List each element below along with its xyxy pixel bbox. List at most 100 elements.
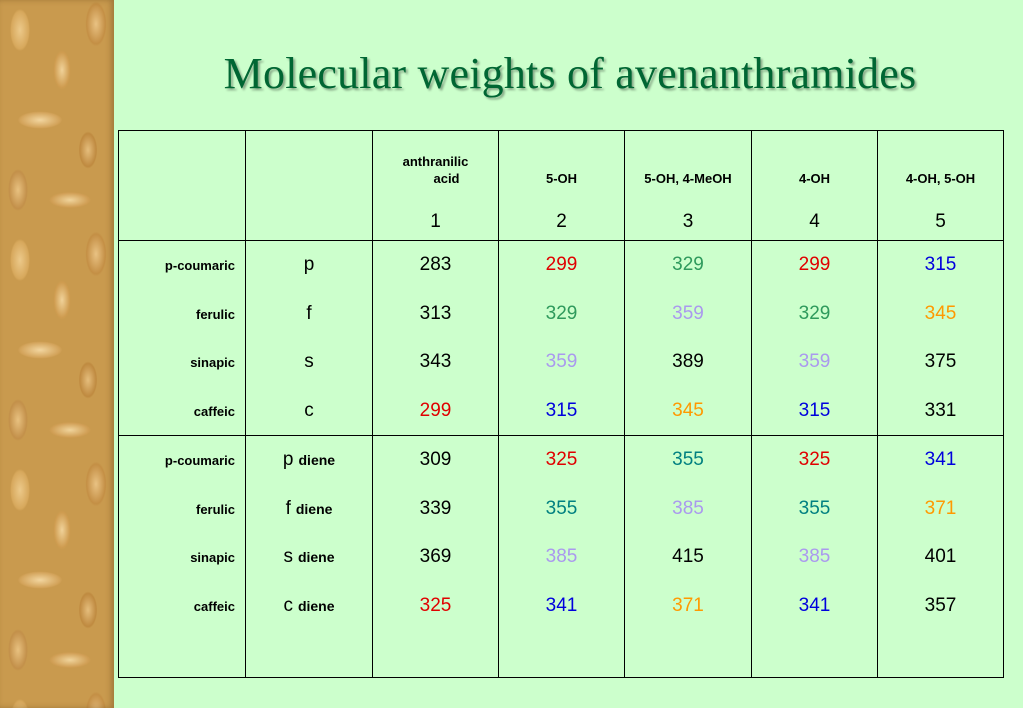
header-cell-2: 5-OH 2	[498, 130, 625, 241]
oat-grain-image	[0, 0, 114, 708]
molecular-weight-value: 345	[672, 399, 704, 421]
header-empty-cell	[118, 130, 246, 241]
molecular-weight-value: 385	[798, 546, 831, 567]
column-name: anthranilic acid	[402, 154, 469, 186]
block1-col-2: 299 329 359 315	[498, 240, 625, 436]
column-name: 5-OH, 4-MeOH	[644, 171, 732, 186]
molecular-weight-value: 359	[545, 351, 578, 372]
column-name: 4-OH, 5-OH	[905, 171, 976, 186]
molecular-weight-table: anthranilic acid 1 5-OH 2 5-OH, 4-MeOH 3 …	[118, 130, 1004, 678]
column-number: 4	[809, 211, 820, 232]
molecular-weight-value: 389	[672, 351, 704, 372]
block2-label-column: p-coumaric ferulic sinapic caffeic	[118, 435, 246, 678]
header-cell-1: anthranilic acid 1	[372, 130, 499, 241]
block1-label-column: p-coumaric ferulic sinapic caffeic	[118, 240, 246, 436]
block2-col-4: 325 355 385 341	[751, 435, 878, 678]
molecular-weight-value: 375	[924, 351, 957, 372]
acid-label: caffeic	[193, 403, 235, 419]
abbreviation-letter: p	[282, 449, 294, 470]
abbreviation-letter: s	[283, 546, 293, 567]
abbreviation-letter: p	[303, 254, 315, 275]
molecular-weight-value: 341	[545, 594, 578, 616]
acid-label: p-coumaric	[164, 258, 235, 273]
column-number: 1	[430, 211, 441, 232]
molecular-weight-value: 359	[672, 302, 704, 324]
block2-col-5: 341 371 401 357	[877, 435, 1004, 678]
acid-abbreviation: c	[246, 387, 372, 436]
header-empty-cell	[245, 130, 373, 241]
acid-abbreviation: p	[246, 241, 372, 290]
block1-col-4: 299 329 359 315	[751, 240, 878, 436]
molecular-weight-value: 313	[419, 302, 452, 324]
abbreviation-letter: f	[285, 497, 291, 519]
molecular-weight-value: 385	[672, 497, 704, 519]
molecular-weight-value: 345	[924, 302, 957, 324]
molecular-weight-value: 299	[798, 254, 831, 275]
molecular-weight-value: 341	[798, 594, 831, 616]
molecular-weight-value: 355	[545, 497, 578, 519]
molecular-weight-value: 343	[419, 351, 452, 372]
block2-col-3: 355 385 415 371	[624, 435, 752, 678]
block2-col-1: 309 339 369 325	[372, 435, 499, 678]
acid-abbreviation: c diene	[246, 582, 372, 631]
block1-col-1: 283 313 343 299	[372, 240, 499, 436]
abbreviation-letter: c	[283, 594, 293, 616]
molecular-weight-value: 309	[419, 449, 452, 470]
molecular-weight-value: 341	[924, 449, 957, 470]
abbreviation-letter: c	[304, 399, 314, 421]
acid-abbreviation: f	[246, 290, 372, 339]
molecular-weight-value: 355	[798, 497, 831, 519]
acid-label: sinapic	[190, 355, 235, 370]
diene-suffix: diene	[297, 549, 335, 565]
column-number: 5	[935, 211, 946, 232]
column-number: 3	[682, 211, 694, 232]
molecular-weight-value: 369	[419, 546, 452, 567]
block2-row: p-coumaric ferulic sinapic caffeic p diene f d…	[118, 435, 1004, 678]
acid-label: ferulic	[195, 501, 235, 517]
molecular-weight-value: 401	[924, 546, 957, 567]
diene-suffix: diene	[297, 597, 335, 614]
molecular-weight-value: 415	[672, 546, 704, 567]
molecular-weight-value: 299	[545, 254, 578, 275]
molecular-weight-value: 371	[672, 594, 704, 616]
acid-label: caffeic	[193, 598, 235, 614]
acid-abbreviation: s	[246, 338, 372, 387]
block1-row: p-coumaric ferulic sinapic caffeic p f s c 283…	[118, 240, 1004, 436]
block1-abbr-column: p f s c	[245, 240, 373, 436]
block2-col-2: 325 355 385 341	[498, 435, 625, 678]
acid-label: p-coumaric	[164, 453, 235, 468]
block1-col-5: 315 345 375 331	[877, 240, 1004, 436]
molecular-weight-value: 357	[924, 594, 957, 616]
molecular-weight-value: 325	[798, 449, 831, 470]
molecular-weight-value: 371	[924, 497, 957, 519]
molecular-weight-value: 339	[419, 497, 452, 519]
molecular-weight-value: 315	[924, 254, 957, 275]
abbreviation-letter: s	[304, 351, 314, 372]
acid-label: sinapic	[190, 550, 235, 565]
molecular-weight-value: 329	[798, 302, 831, 324]
molecular-weight-value: 315	[545, 399, 578, 421]
molecular-weight-value: 329	[672, 254, 704, 275]
molecular-weight-value: 329	[545, 302, 578, 324]
header-cell-3: 5-OH, 4-MeOH 3	[624, 130, 752, 241]
block1-col-3: 329 359 389 345	[624, 240, 752, 436]
molecular-weight-value: 359	[798, 351, 831, 372]
molecular-weight-value: 315	[798, 399, 831, 421]
molecular-weight-value: 325	[545, 449, 578, 470]
diene-suffix: diene	[295, 500, 333, 517]
header-row: anthranilic acid 1 5-OH 2 5-OH, 4-MeOH 3 …	[118, 130, 1004, 241]
acid-label: ferulic	[195, 306, 235, 322]
diene-suffix: diene	[298, 452, 336, 468]
molecular-weight-value: 299	[419, 399, 452, 421]
column-name: 5-OH	[545, 171, 578, 186]
molecular-weight-value: 331	[924, 399, 957, 421]
header-cell-5: 4-OH, 5-OH 5	[877, 130, 1004, 241]
block2-abbr-column: p diene f diene s diene c diene	[245, 435, 373, 678]
acid-abbreviation: p diene	[246, 436, 372, 485]
molecular-weight-value: 325	[419, 594, 452, 616]
molecular-weight-value: 385	[545, 546, 578, 567]
molecular-weight-value: 283	[419, 254, 452, 275]
abbreviation-letter: f	[306, 302, 312, 324]
acid-abbreviation: s diene	[246, 533, 372, 582]
header-cell-4: 4-OH 4	[751, 130, 878, 241]
